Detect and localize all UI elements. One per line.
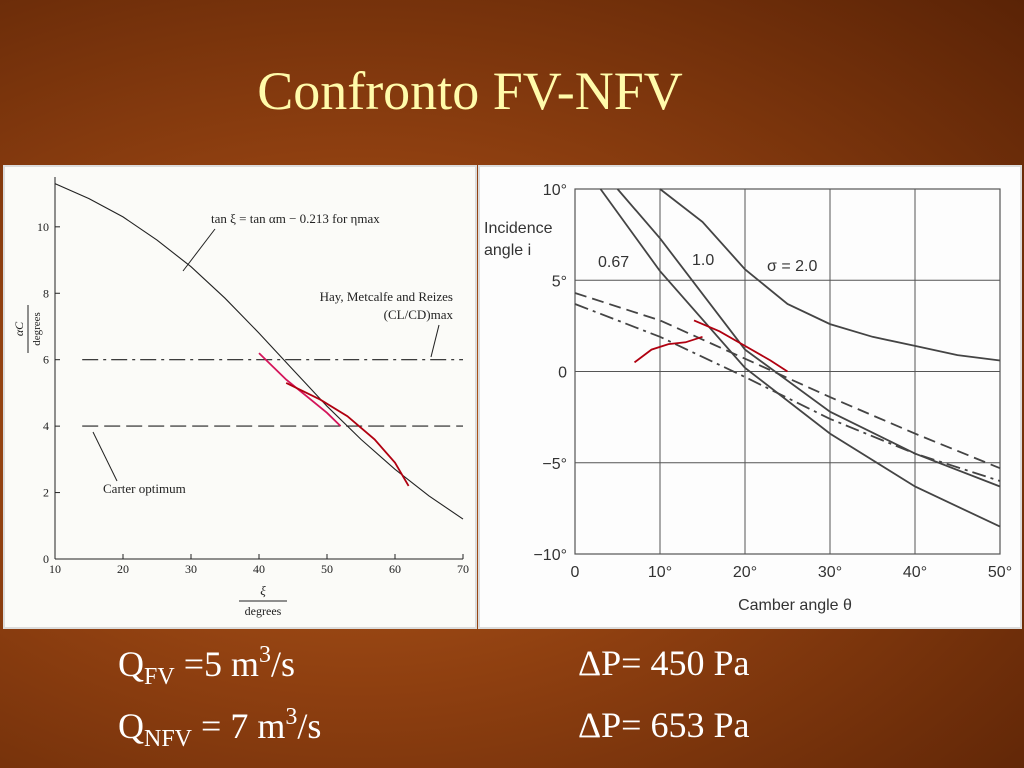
x-tick-label: 10°: [648, 564, 672, 581]
hand-annotation-1: [285, 382, 410, 487]
y-tick-label: −5°: [542, 456, 567, 473]
x-tick-label: 0: [571, 564, 580, 581]
right-chart-panel: 0 10° 20° 30° 40° 50° 10° 5° 0 −5° −10° 0.67 1.0 σ = …: [478, 165, 1022, 629]
x-tick-label: 10: [49, 562, 61, 576]
pressure-fv: ΔP= 450 Pa: [578, 643, 750, 683]
x-tick-label: 40: [253, 562, 265, 576]
hand-annotation-1: [693, 319, 788, 373]
series-line-0: [599, 188, 1001, 528]
x-tick-label: 20°: [733, 564, 757, 581]
series-label: 1.0: [692, 252, 714, 269]
incidence-vs-camber-chart: 0 10° 20° 30° 40° 50° 10° 5° 0 −5° −10° 0.67 1.0 σ = …: [484, 182, 1012, 614]
x-tick-label: 50: [321, 562, 333, 576]
y-tick-label: −10°: [533, 547, 567, 564]
x-axis-label: Camber angle θ: [738, 597, 852, 614]
series-line-2: [659, 188, 1001, 362]
y-axis-label: αC: [12, 321, 26, 336]
left-chart-panel: 10 20 30 40 50 60 70 0 2 4 6 8 10 ξ degrees αC degrees ta…: [3, 165, 477, 629]
y-tick-label: 0: [43, 552, 49, 566]
alpha-vs-xi-chart: 10 20 30 40 50 60 70 0 2 4 6 8 10 ξ degrees αC degrees ta…: [12, 177, 469, 618]
carter-label: Carter optimum: [103, 481, 186, 496]
flow-nfv: QNFV = 7 m3/s: [118, 704, 322, 752]
series-line-1: [616, 188, 1001, 488]
formula-label: tan ξ = tan αm − 0.213 for ηmax: [211, 211, 380, 226]
x-tick-label: 30°: [818, 564, 842, 581]
hand-annotation-0: [633, 335, 703, 364]
series-line-0: [54, 183, 464, 520]
y-tick-label: 5°: [552, 273, 567, 290]
x-tick-label: 50°: [988, 564, 1012, 581]
y-tick-label: 4: [43, 419, 49, 433]
y-tick-label: 2: [43, 486, 49, 500]
series-line-3: [574, 292, 1001, 470]
hay-label-line1: Hay, Metcalfe and Reizes: [320, 289, 453, 304]
carter-leader: [92, 431, 118, 482]
y-axis-label-line2: angle i: [484, 242, 531, 259]
x-tick-label: 40°: [903, 564, 927, 581]
y-axis-unit: degrees: [31, 312, 43, 346]
x-tick-label: 70: [457, 562, 469, 576]
x-tick-label: 60: [389, 562, 401, 576]
series-label: 0.67: [598, 254, 629, 271]
hay-leader: [430, 324, 440, 358]
x-axis-label: ξ: [260, 583, 266, 598]
flow-fv: QFV =5 m3/s: [118, 642, 296, 690]
hand-annotation-0: [258, 352, 342, 427]
series-line-4: [574, 303, 1001, 482]
x-tick-label: 30: [185, 562, 197, 576]
slide-title: Confronto FV-NFV: [257, 61, 683, 121]
hay-label-line2: (CL/CD)max: [384, 307, 454, 322]
y-tick-label: 8: [43, 286, 49, 300]
pressure-nfv: ΔP= 653 Pa: [578, 705, 750, 745]
y-axis-label-group: αC degrees: [12, 305, 43, 353]
y-tick-label: 10: [37, 220, 49, 234]
y-tick-label: 0: [558, 365, 567, 382]
series-label: σ = 2.0: [767, 258, 817, 275]
y-axis-label-line1: Incidence: [484, 220, 553, 237]
formula-leader: [182, 228, 216, 272]
y-tick-label: 10°: [543, 182, 567, 199]
x-tick-label: 20: [117, 562, 129, 576]
x-axis-unit: degrees: [245, 604, 282, 618]
y-tick-label: 6: [43, 353, 49, 367]
